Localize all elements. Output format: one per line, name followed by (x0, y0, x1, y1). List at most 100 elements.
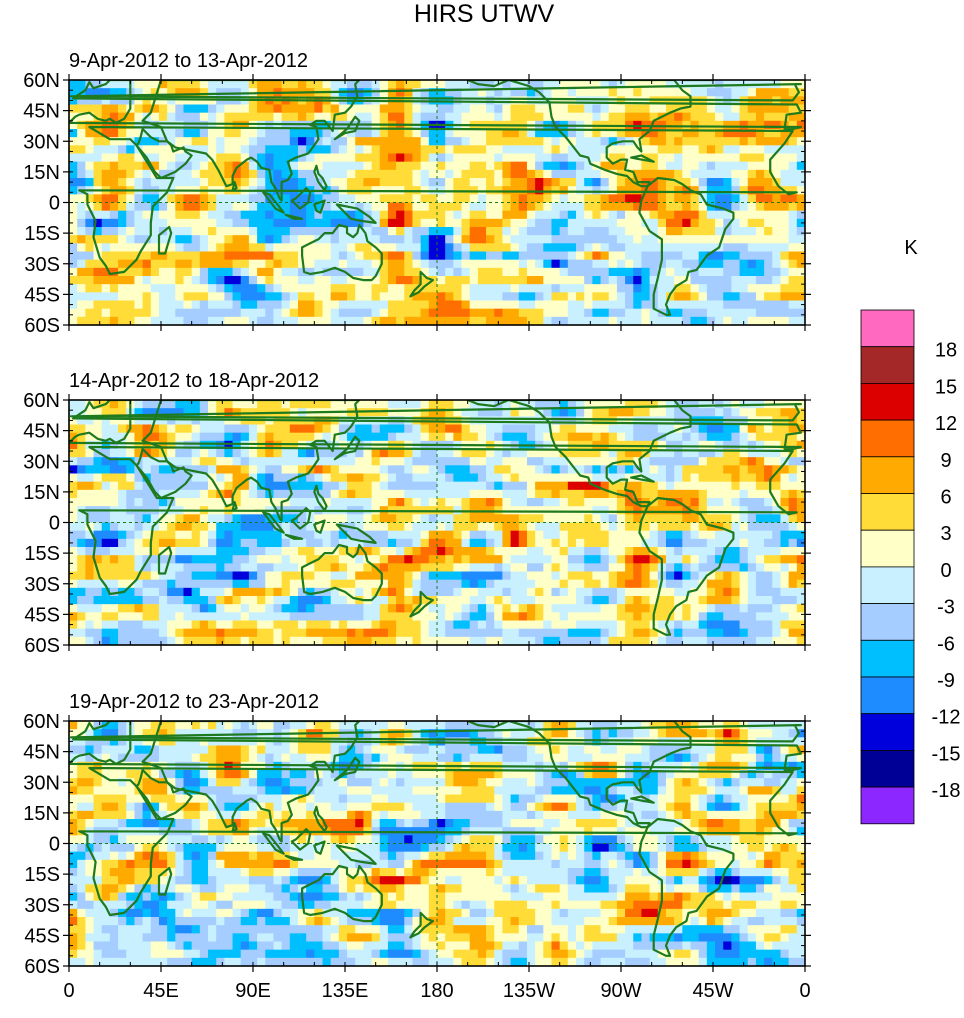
anomaly-cell (780, 235, 789, 244)
anomaly-cell (764, 457, 773, 466)
anomaly-cell (314, 563, 323, 572)
anomaly-cell (77, 284, 86, 293)
anomaly-cell (584, 433, 593, 442)
anomaly-cell (412, 80, 421, 89)
anomaly-cell (641, 235, 650, 244)
anomaly-cell (77, 523, 86, 532)
anomaly-cell (601, 547, 610, 556)
anomaly-cell (110, 243, 119, 252)
anomaly-cell (723, 113, 732, 122)
anomaly-cell (249, 482, 258, 491)
anomaly-cell (511, 498, 520, 507)
anomaly-cell (568, 309, 577, 318)
anomaly-cell (731, 498, 740, 507)
anomaly-cell (404, 170, 413, 179)
anomaly-cell (396, 490, 405, 499)
anomaly-cell (151, 284, 160, 293)
anomaly-cell (641, 572, 650, 581)
anomaly-cell (723, 580, 732, 589)
anomaly-cell (192, 243, 201, 252)
anomaly-cell (723, 235, 732, 244)
anomaly-cell (780, 243, 789, 252)
anomaly-cell (437, 514, 446, 523)
anomaly-cell (576, 547, 585, 556)
anomaly-cell (486, 227, 495, 236)
anomaly-cell (331, 105, 340, 114)
anomaly-cell (486, 301, 495, 310)
anomaly-cell (249, 433, 258, 442)
anomaly-cell (731, 433, 740, 442)
anomaly-cell (233, 252, 242, 261)
anomaly-cell (535, 523, 544, 532)
anomaly-cell (347, 292, 356, 301)
anomaly-cell (77, 580, 86, 589)
anomaly-cell (453, 572, 462, 581)
anomaly-cell (576, 105, 585, 114)
anomaly-cell (388, 178, 397, 187)
anomaly-cell (453, 523, 462, 532)
anomaly-cell (666, 211, 675, 220)
anomaly-cell (666, 145, 675, 154)
anomaly-cell (118, 284, 127, 293)
anomaly-cell (543, 203, 552, 212)
anomaly-cell (780, 563, 789, 572)
anomaly-cell (77, 145, 86, 154)
anomaly-cell (388, 276, 397, 285)
anomaly-cell (183, 219, 192, 228)
anomaly-cell (764, 572, 773, 581)
anomaly-cell (625, 425, 634, 434)
anomaly-cell (715, 170, 724, 179)
anomaly-cell (453, 162, 462, 171)
anomaly-cell (445, 465, 454, 474)
anomaly-cell (756, 113, 765, 122)
anomaly-cell (69, 465, 78, 474)
anomaly-cell (617, 235, 626, 244)
anomaly-cell (372, 194, 381, 203)
anomaly-cell (543, 178, 552, 187)
anomaly-cell (551, 416, 560, 425)
anomaly-cell (625, 465, 634, 474)
anomaly-cell (748, 572, 757, 581)
anomaly-cell (494, 580, 503, 589)
anomaly-cell (126, 162, 135, 171)
anomaly-cell (789, 268, 798, 277)
anomaly-cell (192, 449, 201, 458)
anomaly-cell (666, 474, 675, 483)
anomaly-cell (723, 178, 732, 187)
anomaly-cell (756, 178, 765, 187)
anomaly-cell (363, 580, 372, 589)
anomaly-cell (682, 292, 691, 301)
anomaly-cell (404, 465, 413, 474)
anomaly-cell (470, 219, 479, 228)
anomaly-cell (200, 400, 209, 409)
anomaly-cell (617, 105, 626, 114)
anomaly-cell (192, 219, 201, 228)
anomaly-cell (175, 457, 184, 466)
anomaly-cell (94, 137, 103, 146)
anomaly-cell (699, 162, 708, 171)
anomaly-cell (175, 129, 184, 138)
anomaly-cell (306, 113, 315, 122)
anomaly-cell (429, 80, 438, 89)
anomaly-cell (257, 588, 266, 597)
anomaly-cell (715, 252, 724, 261)
anomaly-cell (682, 531, 691, 540)
anomaly-cell (674, 137, 683, 146)
anomaly-cell (167, 154, 176, 163)
anomaly-cell (511, 113, 520, 122)
anomaly-cell (265, 129, 274, 138)
anomaly-cell (159, 211, 168, 220)
anomaly-cell (462, 482, 471, 491)
anomaly-cell (77, 531, 86, 540)
anomaly-cell (462, 284, 471, 293)
anomaly-cell (314, 284, 323, 293)
anomaly-cell (208, 449, 217, 458)
anomaly-cell (77, 105, 86, 114)
anomaly-cell (731, 268, 740, 277)
anomaly-cell (118, 309, 127, 318)
anomaly-cell (257, 235, 266, 244)
anomaly-cell (388, 400, 397, 409)
anomaly-cell (298, 301, 307, 310)
anomaly-cell (167, 129, 176, 138)
anomaly-cell (699, 498, 708, 507)
